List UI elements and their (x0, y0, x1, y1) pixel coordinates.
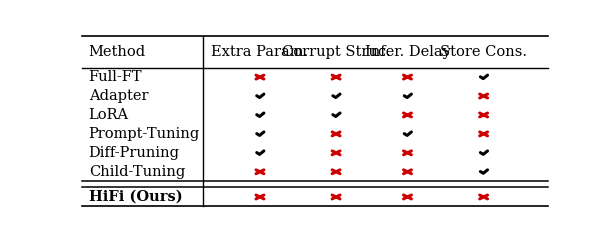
Text: Prompt-Tuning: Prompt-Tuning (88, 127, 200, 141)
Text: Method: Method (88, 45, 146, 59)
Text: Full-FT: Full-FT (88, 70, 142, 84)
Text: Store Cons.: Store Cons. (440, 45, 527, 59)
Text: Infer. Delay: Infer. Delay (365, 45, 451, 59)
Text: Adapter: Adapter (88, 89, 148, 103)
Text: HiFi (Ours): HiFi (Ours) (88, 190, 182, 204)
Text: Diff-Pruning: Diff-Pruning (88, 146, 180, 160)
Text: Corrupt Struc.: Corrupt Struc. (282, 45, 391, 59)
Text: Child-Tuning: Child-Tuning (88, 165, 185, 179)
Text: Extra Param.: Extra Param. (211, 45, 308, 59)
Text: LoRA: LoRA (88, 108, 129, 122)
